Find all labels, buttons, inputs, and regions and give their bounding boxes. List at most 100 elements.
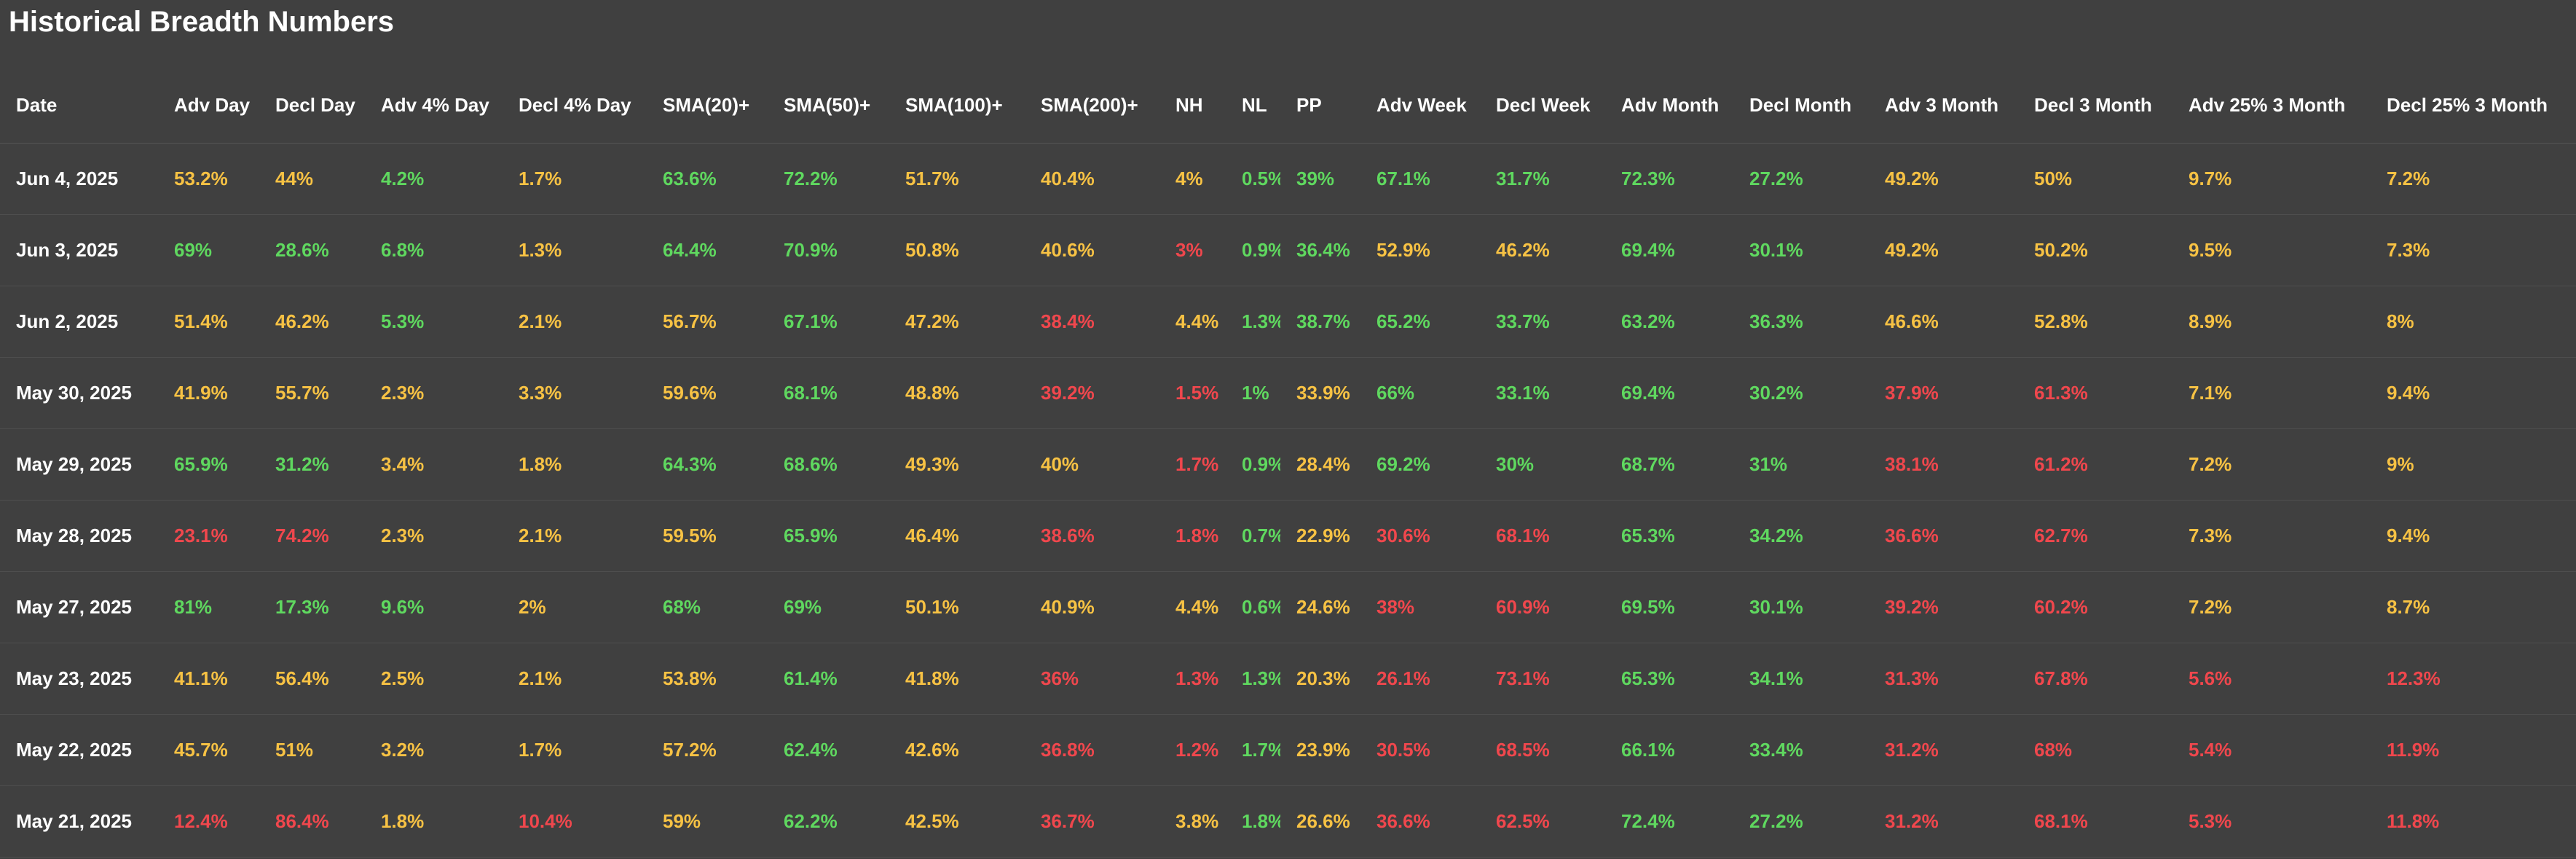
value-cell: 2.1% xyxy=(503,500,647,572)
value-cell: 9% xyxy=(2371,428,2576,501)
value-cell: 63.2% xyxy=(1605,286,1733,358)
value-cell: 65.9% xyxy=(158,428,259,501)
value-cell: 11.8% xyxy=(2371,785,2576,858)
value-cell: 52.8% xyxy=(2018,286,2173,358)
value-cell: 30.2% xyxy=(1733,357,1869,429)
value-cell: 27.2% xyxy=(1733,785,1869,858)
value-cell: 9.5% xyxy=(2173,214,2371,286)
value-cell: 9.6% xyxy=(365,571,503,643)
column-header[interactable]: Adv 25% 3 Month xyxy=(2173,67,2371,144)
column-header[interactable]: Adv 3 Month xyxy=(1869,67,2018,144)
value-cell: 36.8% xyxy=(1025,714,1159,786)
value-cell: 28.6% xyxy=(259,214,365,286)
value-cell: 12.3% xyxy=(2371,643,2576,715)
value-cell: 65.9% xyxy=(768,500,889,572)
column-header[interactable]: Adv Day xyxy=(158,67,259,144)
value-cell: 36.4% xyxy=(1280,214,1360,286)
value-cell: 86.4% xyxy=(259,785,365,858)
column-header[interactable]: PP xyxy=(1280,67,1360,144)
value-cell: 30.1% xyxy=(1733,571,1869,643)
value-cell: 31.2% xyxy=(1869,785,2018,858)
value-cell: 20.3% xyxy=(1280,643,1360,715)
value-cell: 31.2% xyxy=(1869,714,2018,786)
value-cell: 39.2% xyxy=(1869,571,2018,643)
column-header[interactable]: SMA(100)+ xyxy=(889,67,1025,144)
column-header[interactable]: Decl 4% Day xyxy=(503,67,647,144)
value-cell: 1.3% xyxy=(1226,643,1280,715)
value-cell: 51.4% xyxy=(158,286,259,358)
value-cell: 7.3% xyxy=(2371,214,2576,286)
page-title: Historical Breadth Numbers xyxy=(9,6,395,38)
value-cell: 2.1% xyxy=(503,286,647,358)
value-cell: 36% xyxy=(1025,643,1159,715)
value-cell: 30.5% xyxy=(1360,714,1480,786)
value-cell: 61.2% xyxy=(2018,428,2173,501)
column-header[interactable]: Decl Month xyxy=(1733,67,1869,144)
value-cell: 67.8% xyxy=(2018,643,2173,715)
value-cell: 7.1% xyxy=(2173,357,2371,429)
value-cell: 64.4% xyxy=(647,214,768,286)
value-cell: 31.3% xyxy=(1869,643,2018,715)
value-cell: 5.3% xyxy=(2173,785,2371,858)
column-header[interactable]: Decl 25% 3 Month xyxy=(2371,67,2576,144)
value-cell: 72.3% xyxy=(1605,143,1733,215)
value-cell: 26.6% xyxy=(1280,785,1360,858)
column-header[interactable]: Adv 4% Day xyxy=(365,67,503,144)
value-cell: 26.1% xyxy=(1360,643,1480,715)
column-header[interactable]: NH xyxy=(1159,67,1226,144)
value-cell: 36.3% xyxy=(1733,286,1869,358)
value-cell: 5.6% xyxy=(2173,643,2371,715)
value-cell: 46.6% xyxy=(1869,286,2018,358)
table-row: May 22, 2025 45.7% 51% 3.2% 1.7% 57.2% 62.4% 42… xyxy=(0,714,2576,786)
table-row: May 27, 2025 81% 17.3% 9.6% 2% 68% 69% 50.1% 40.… xyxy=(0,571,2576,643)
column-header[interactable]: Date xyxy=(0,67,158,144)
value-cell: 52.9% xyxy=(1360,214,1480,286)
table-row: May 23, 2025 41.1% 56.4% 2.5% 2.1% 53.8% 61.4%… xyxy=(0,643,2576,715)
column-header[interactable]: Adv Week xyxy=(1360,67,1480,144)
column-header[interactable]: Adv Month xyxy=(1605,67,1733,144)
value-cell: 56.7% xyxy=(647,286,768,358)
value-cell: 69.2% xyxy=(1360,428,1480,501)
table-row: May 30, 2025 41.9% 55.7% 2.3% 3.3% 59.6% 68.1%… xyxy=(0,357,2576,429)
value-cell: 9.7% xyxy=(2173,143,2371,215)
column-header[interactable]: SMA(50)+ xyxy=(768,67,889,144)
table-row: May 21, 2025 12.4% 86.4% 1.8% 10.4% 59% 62.2% 4… xyxy=(0,785,2576,858)
column-header[interactable]: Decl Day xyxy=(259,67,365,144)
value-cell: 33.1% xyxy=(1480,357,1605,429)
date-cell: May 21, 2025 xyxy=(0,785,158,858)
column-header[interactable]: SMA(20)+ xyxy=(647,67,768,144)
value-cell: 63.6% xyxy=(647,143,768,215)
value-cell: 1.3% xyxy=(1226,286,1280,358)
value-cell: 2% xyxy=(503,571,647,643)
value-cell: 5.4% xyxy=(2173,714,2371,786)
value-cell: 11.9% xyxy=(2371,714,2576,786)
date-cell: May 23, 2025 xyxy=(0,643,158,715)
value-cell: 70.9% xyxy=(768,214,889,286)
value-cell: 53.8% xyxy=(647,643,768,715)
column-header[interactable]: NL xyxy=(1226,67,1280,144)
value-cell: 53.2% xyxy=(158,143,259,215)
value-cell: 36.6% xyxy=(1360,785,1480,858)
value-cell: 4.4% xyxy=(1159,571,1226,643)
value-cell: 68% xyxy=(2018,714,2173,786)
value-cell: 38.7% xyxy=(1280,286,1360,358)
value-cell: 10.4% xyxy=(503,785,647,858)
value-cell: 69.5% xyxy=(1605,571,1733,643)
value-cell: 23.1% xyxy=(158,500,259,572)
value-cell: 6.8% xyxy=(365,214,503,286)
value-cell: 59% xyxy=(647,785,768,858)
column-header[interactable]: SMA(200)+ xyxy=(1025,67,1159,144)
value-cell: 64.3% xyxy=(647,428,768,501)
date-cell: Jun 2, 2025 xyxy=(0,286,158,358)
column-header[interactable]: Decl 3 Month xyxy=(2018,67,2173,144)
value-cell: 38.6% xyxy=(1025,500,1159,572)
column-header[interactable]: Decl Week xyxy=(1480,67,1605,144)
value-cell: 31.2% xyxy=(259,428,365,501)
breadth-table: Date Adv Day Decl Day Adv 4% Day Decl 4% Day… xyxy=(0,67,2576,858)
value-cell: 5.3% xyxy=(365,286,503,358)
value-cell: 1.3% xyxy=(1159,643,1226,715)
table-body: Jun 4, 2025 53.2% 44% 4.2% 1.7% 63.6% 72.2% 51.… xyxy=(0,143,2576,858)
value-cell: 1% xyxy=(1226,357,1280,429)
value-cell: 0.9% xyxy=(1226,428,1280,501)
value-cell: 46.2% xyxy=(1480,214,1605,286)
